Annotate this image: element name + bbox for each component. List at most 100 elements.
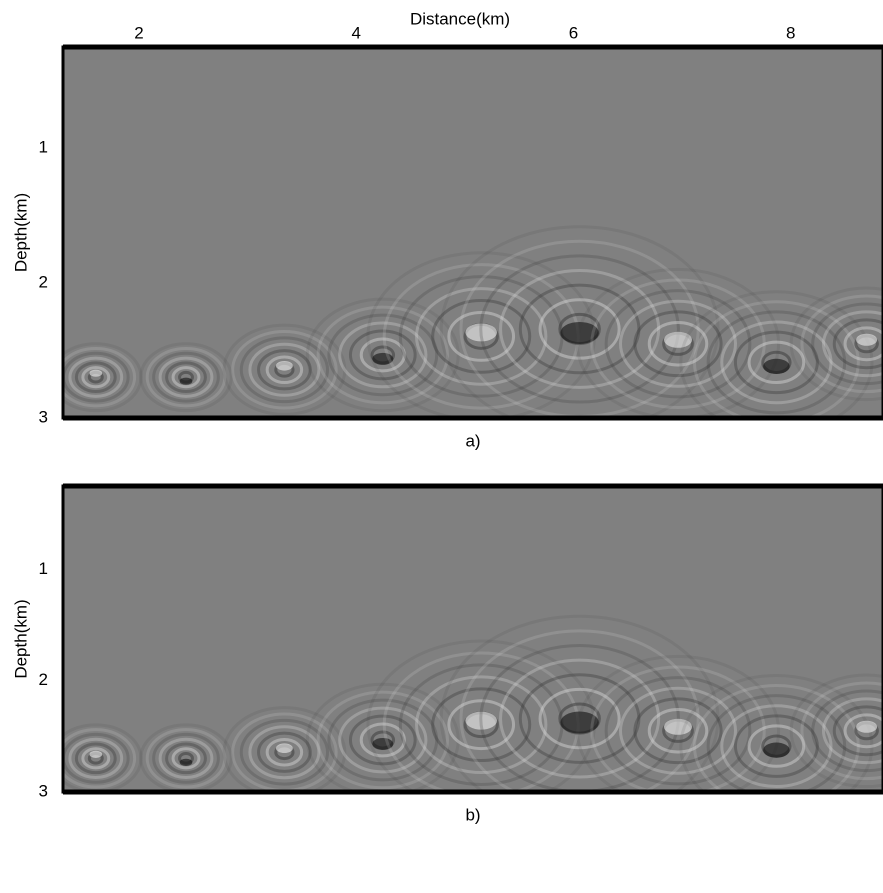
y-tick-label: 2 [39,670,48,689]
wave-ring [338,706,428,774]
y-tick-label: 1 [39,559,48,578]
image-background [63,47,883,418]
wave-core [856,720,878,733]
wave-ring [63,728,137,789]
wave-ring [604,676,752,786]
wave-ring [518,283,641,375]
wave-ring [720,320,833,405]
wave-ring [222,706,347,792]
wave-ring [158,356,214,398]
wave-ring [165,361,207,394]
wave-ring [68,356,124,398]
wave-ring [165,742,207,775]
wave-ring [692,684,860,792]
wave-ring [327,698,439,782]
wave-ring [305,297,460,413]
wave-ring [647,708,709,754]
wave-ring [518,673,641,764]
wave-ring [158,737,214,779]
wave-ring [257,731,312,773]
wave-ring [575,654,781,792]
wave-ring [359,722,406,758]
wave-ring [706,310,847,415]
wave-ring [439,225,720,418]
wave-core [664,331,692,348]
wave-ring [811,302,883,386]
wave-core [560,711,599,734]
wave-ring [248,342,321,397]
wave-ring [692,300,860,418]
wave-ring [257,349,312,391]
wave-ring [619,686,737,775]
wave-ring [747,340,806,385]
wave-ring [415,287,548,386]
wave-ring [720,704,833,788]
x-axis-title: Distance(km) [410,9,510,28]
wave-ring [74,361,117,394]
wave-ring [733,714,819,778]
wave-ring [479,254,680,404]
wave-ring [590,665,766,792]
wave-ring [316,690,449,790]
wave-ring [415,675,548,774]
wave-ring [222,323,347,416]
wave-ring [499,269,661,389]
wave-ring [145,347,227,408]
wave-ring [800,294,883,394]
wave-ring [679,673,874,792]
wave-ring [633,697,723,765]
wave-ring [821,697,883,765]
wave-ring [431,687,532,763]
y-axis-label: Depth(km) [11,193,30,272]
wave-ring [706,694,847,792]
wavefield [63,614,883,792]
wave-ring [789,286,883,402]
wave-ring [248,725,321,780]
wave-ring [733,330,819,395]
wave-ring [68,737,124,779]
wave-ring [843,326,883,362]
wave-ring [679,290,874,418]
wave-ring [316,305,449,405]
wave-ring [152,732,220,784]
wave-ring [832,318,883,370]
wave-ring [647,321,709,367]
wave-ring [499,658,661,779]
wave-ring [171,366,201,389]
wave-ring [231,330,338,410]
wave-ring [747,724,806,768]
wave-ring [789,673,883,789]
wave-ring [74,742,117,775]
wave-ring [145,728,227,789]
wave-ring [619,299,737,388]
wave-core [372,737,394,750]
wave-ring [239,336,330,404]
wave-ring [239,718,330,786]
wave-ring [81,366,111,389]
wave-ring [439,614,720,792]
wave-ring [447,310,516,362]
panel-caption: b) [465,805,480,824]
wave-core [856,333,878,346]
image-background [63,486,883,792]
y-tick-label: 2 [39,273,48,292]
wave-ring [575,267,781,418]
wave-core [372,352,394,365]
wave-core [89,369,103,377]
x-tick-label: 6 [569,23,578,42]
x-tick-label: 2 [134,23,143,42]
x-tick-label: 4 [352,23,361,42]
wave-core [560,321,599,344]
wave-ring [359,337,406,373]
y-axis-label: Depth(km) [11,599,30,678]
wave-ring [348,329,417,381]
wave-core [89,750,103,758]
wave-ring [305,682,460,792]
wave-ring [327,313,439,397]
wave-ring [590,278,766,410]
wave-ring [81,747,111,770]
wave-ring [265,737,304,767]
wave-core [465,323,497,342]
wave-ring [338,321,428,389]
wave-ring [152,351,220,403]
